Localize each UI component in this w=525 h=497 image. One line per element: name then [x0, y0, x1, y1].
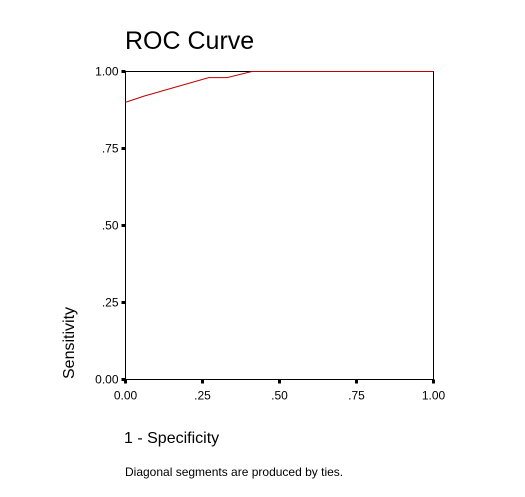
y-axis-title: Sensitivity: [61, 307, 78, 379]
roc-curve-line: [125, 71, 434, 103]
series-layer: [125, 71, 434, 103]
chart-title: ROC Curve: [125, 27, 254, 55]
y-tick-label: .75: [102, 142, 119, 156]
y-tick-label: 1.00: [95, 65, 119, 79]
footnote: Diagonal segments are produced by ties.: [125, 465, 343, 479]
plot-frame: [125, 71, 434, 380]
x-tick-label: 1.00: [422, 389, 446, 403]
x-axis-ticks: 0.00 .25 .50 .75 1.00: [114, 379, 446, 403]
x-tick-label: .75: [348, 389, 365, 403]
y-tick-label: 0.00: [95, 373, 119, 387]
y-tick-label: .50: [102, 219, 119, 233]
x-axis-title: 1 - Specificity: [124, 430, 219, 447]
x-tick-label: 0.00: [114, 389, 138, 403]
y-axis-ticks: 0.00 .25 .50 .75 1.00: [95, 65, 126, 387]
y-tick-label: .25: [102, 296, 119, 310]
x-tick-label: .25: [194, 389, 211, 403]
x-tick-label: .50: [271, 389, 288, 403]
